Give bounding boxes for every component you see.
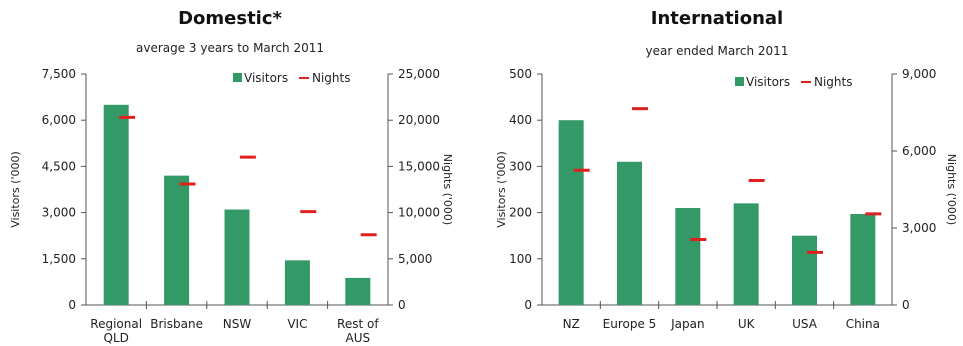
left-tick-label: 7,500: [42, 67, 76, 81]
chart-subtitle: year ended March 2011: [646, 44, 789, 58]
category-label: QLD: [104, 331, 129, 345]
visitors-bar: [850, 213, 876, 305]
category-label: AUS: [345, 331, 370, 345]
right-tick-label: 20,000: [398, 113, 440, 127]
chart-title: International: [651, 8, 783, 29]
category-label: Brisbane: [150, 317, 203, 331]
legend-visitors-swatch: [735, 77, 744, 86]
category-label: NSW: [223, 317, 252, 331]
chart-title: Domestic*: [178, 8, 282, 29]
right-tick-label: 5,000: [398, 252, 432, 266]
legend-nights-label: Nights: [312, 71, 351, 85]
legend-visitors-swatch: [233, 73, 242, 82]
visitors-bar: [103, 104, 129, 305]
left-tick-label: 200: [509, 206, 532, 220]
category-label: Europe 5: [603, 317, 657, 331]
left-axis-title: Visitors ('000): [9, 151, 22, 228]
left-tick-label: 400: [509, 113, 532, 127]
legend-nights-label: Nights: [814, 75, 853, 89]
left-tick-label: 0: [524, 298, 532, 312]
chart-domestic: Domestic* average 3 years to March 2011 0 1…: [9, 8, 454, 345]
right-tick-label: 10,000: [398, 206, 440, 220]
category-label: China: [846, 317, 880, 331]
chart-subtitle: average 3 years to March 2011: [136, 41, 324, 55]
chart-international: International year ended March 2011 0 100 20…: [495, 8, 958, 331]
right-tick-label: 15,000: [398, 159, 440, 173]
left-tick-label: 300: [509, 159, 532, 173]
left-tick-label: 1,500: [42, 252, 76, 266]
visitors-bar: [617, 161, 642, 305]
right-axis-title: Nights ('000): [945, 154, 958, 225]
right-axis-title: Nights ('000): [441, 154, 454, 225]
left-tick-label: 3,000: [42, 206, 76, 220]
left-tick-label: 100: [509, 252, 532, 266]
right-tick-label: 3,000: [902, 221, 936, 235]
right-tick-label: 6,000: [902, 144, 936, 158]
left-tick-label: 4,500: [42, 159, 76, 173]
left-tick-label: 0: [68, 298, 76, 312]
legend-visitors-label: Visitors: [244, 71, 288, 85]
visitors-bar: [224, 209, 250, 305]
right-tick-label: 9,000: [902, 67, 936, 81]
right-tick-label: 0: [398, 298, 406, 312]
category-label: Regional: [90, 317, 142, 331]
left-axis-title: Visitors ('000): [495, 151, 508, 228]
category-label: Japan: [670, 317, 704, 331]
visitors-bar: [558, 120, 584, 305]
visitors-bar: [733, 203, 759, 305]
category-label: UK: [738, 317, 756, 331]
visitors-bar: [345, 277, 371, 305]
left-tick-label: 500: [509, 67, 532, 81]
category-label: VIC: [287, 317, 307, 331]
right-tick-label: 0: [902, 298, 910, 312]
visitors-bar: [284, 260, 310, 305]
category-label: NZ: [563, 317, 580, 331]
visitors-bar: [675, 207, 701, 305]
right-tick-label: 25,000: [398, 67, 440, 81]
legend-visitors-label: Visitors: [746, 75, 790, 89]
category-label: Rest of: [337, 317, 379, 331]
category-label: USA: [792, 317, 818, 331]
visitors-bar: [164, 175, 190, 305]
left-tick-label: 6,000: [42, 113, 76, 127]
visitors-bar: [792, 235, 817, 305]
